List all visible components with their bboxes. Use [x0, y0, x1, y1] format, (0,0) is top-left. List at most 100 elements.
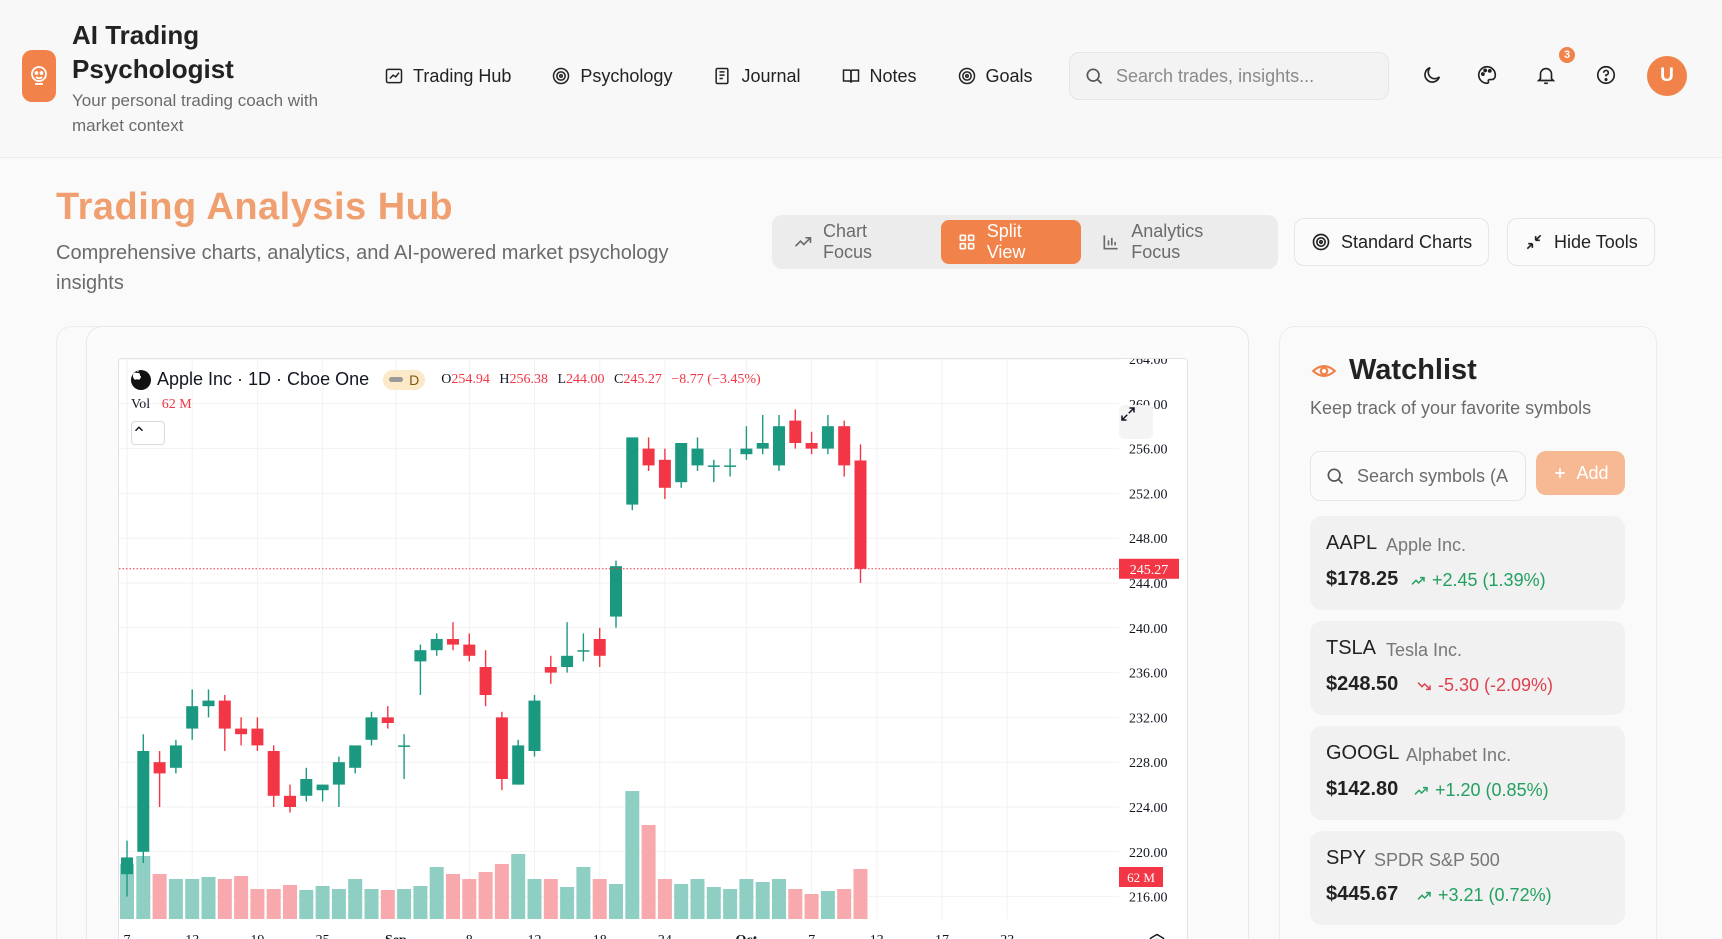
chart-focus-button[interactable]: Chart Focus: [777, 220, 937, 264]
standard-charts-button[interactable]: Standard Charts: [1294, 218, 1490, 266]
close-value: 245.27: [623, 371, 662, 387]
candle-body: [691, 448, 704, 466]
candlestick-chart[interactable]: 264.00260.00256.00252.00248.00244.00240.…: [119, 359, 1188, 939]
search-input[interactable]: [1116, 65, 1366, 87]
symbol-search-input[interactable]: [1357, 465, 1517, 487]
volume-bar: [152, 874, 167, 919]
nav-trading-hub[interactable]: Trading Hub: [384, 60, 511, 92]
nav-goals[interactable]: Goals: [957, 60, 1033, 92]
theme-toggle-button[interactable]: [1419, 62, 1445, 88]
split-view-button[interactable]: Split View: [940, 220, 1082, 264]
hide-tools-label: Hide Tools: [1554, 231, 1638, 252]
palette-button[interactable]: [1474, 62, 1500, 88]
symbol-line[interactable]: Apple Inc · 1D · Cboe One: [157, 369, 370, 389]
low-value: 244.00: [566, 371, 605, 387]
candle-body: [235, 728, 248, 735]
y-tick-label: 228.00: [1129, 756, 1168, 771]
candle-body: [838, 426, 851, 466]
candle-body: [169, 745, 182, 768]
interval-badge[interactable]: D: [383, 369, 426, 390]
x-tick-label: 24: [658, 933, 672, 939]
x-tick-label: 7: [124, 933, 131, 939]
watchlist-item-tsla[interactable]: TSLA Tesla Inc. $248.50 -5.30 (-2.09%): [1310, 621, 1625, 715]
global-search[interactable]: [1069, 52, 1389, 100]
help-button[interactable]: [1593, 62, 1619, 88]
candle-body: [512, 745, 525, 785]
volume-bar: [217, 879, 232, 919]
candle-body: [381, 717, 394, 723]
stock-change: +1.20 (0.85%): [1413, 780, 1549, 801]
nav-notes[interactable]: Notes: [841, 60, 917, 92]
candle-body: [561, 655, 574, 667]
ohlc-readout: O254.94 H256.38 L244.00 C245.27 −8.77 (−…: [441, 372, 760, 388]
expand-icon: [1121, 407, 1135, 421]
candle-body: [610, 566, 622, 617]
add-symbol-button[interactable]: Add: [1536, 451, 1625, 495]
volume-bar: [136, 856, 151, 919]
nav-psychology[interactable]: Psychology: [551, 60, 672, 92]
brand-logo-icon[interactable]: [22, 50, 56, 102]
candle-body: [593, 639, 606, 656]
volume-bar: [168, 879, 183, 919]
x-tick-label: 19: [250, 933, 264, 939]
y-tick-label: 248.00: [1129, 532, 1168, 547]
analytics-focus-button[interactable]: Analytics Focus: [1085, 220, 1273, 264]
candle-body: [740, 448, 753, 455]
volume-bar: [494, 864, 509, 919]
volume-bar: [820, 891, 835, 919]
book-open-icon: [842, 69, 859, 83]
candle-body: [707, 465, 720, 467]
candle-body: [756, 443, 769, 449]
stock-name: Tesla Inc.: [1386, 640, 1463, 660]
y-tick-label: 264.00: [1129, 359, 1168, 368]
collapse-legend-button[interactable]: [131, 421, 165, 445]
candle-body: [528, 700, 541, 751]
target-icon: [1312, 233, 1330, 251]
stock-name: Apple Inc.: [1386, 535, 1467, 555]
volume-bar: [804, 894, 819, 919]
volume-bar: [299, 890, 314, 919]
app-title: AI Trading Psychologist: [72, 20, 234, 84]
volume-bar: [511, 854, 526, 919]
y-tick-label: 236.00: [1129, 667, 1168, 682]
y-tick-label: 244.00: [1129, 577, 1168, 592]
candle-body: [300, 779, 313, 796]
add-label: Add: [1576, 462, 1609, 483]
volume-bar: [625, 791, 640, 919]
watchlist-item-aapl[interactable]: AAPL Apple Inc. $178.25 +2.45 (1.39%): [1310, 516, 1625, 610]
top-header: AI Trading Psychologist Your personal tr…: [0, 0, 1722, 158]
x-tick-label: 13: [185, 933, 199, 939]
volume-bar: [706, 887, 721, 919]
volume-bar: [772, 879, 786, 919]
app-subtitle: Your personal trading coach with market …: [72, 91, 319, 135]
volume-tag-bg: [1119, 867, 1163, 887]
nav-label: Psychology: [580, 65, 673, 86]
symbol-search[interactable]: [1310, 451, 1526, 501]
notification-badge: 3: [1559, 47, 1575, 63]
change-text: -5.30 (-2.09%): [1438, 675, 1554, 695]
candle-body: [398, 745, 411, 747]
candle-body: [153, 762, 166, 774]
target-icon: [553, 67, 570, 85]
palette-icon: [1478, 65, 1497, 85]
candle-body: [447, 639, 459, 645]
close-label: C: [614, 371, 624, 387]
candle-body: [349, 745, 362, 768]
hide-tools-button[interactable]: Hide Tools: [1507, 218, 1655, 266]
volume-bar: [348, 879, 363, 919]
eye-icon: [1311, 364, 1337, 377]
watchlist-item-spy[interactable]: SPY SPDR S&P 500 $445.67 +3.21 (0.72%): [1310, 831, 1625, 925]
notifications-button[interactable]: [1533, 62, 1559, 88]
watchlist-item-googl[interactable]: GOOGL Alphabet Inc. $142.80 +1.20 (0.85%…: [1310, 726, 1625, 820]
y-tick-label: 216.00: [1129, 891, 1168, 906]
stock-symbol: GOOGL: [1326, 742, 1400, 764]
volume-bar: [315, 886, 330, 919]
candle-body: [773, 426, 785, 466]
fullscreen-button[interactable]: [1119, 405, 1153, 439]
price-chart[interactable]: 264.00260.00256.00252.00248.00244.00240.…: [118, 358, 1188, 939]
nav-journal[interactable]: Journal: [712, 60, 801, 92]
chart-settings-button[interactable]: [1147, 932, 1167, 939]
notebook-icon: [715, 67, 730, 85]
avatar[interactable]: U: [1647, 56, 1687, 96]
settings-icon: [1149, 933, 1165, 939]
